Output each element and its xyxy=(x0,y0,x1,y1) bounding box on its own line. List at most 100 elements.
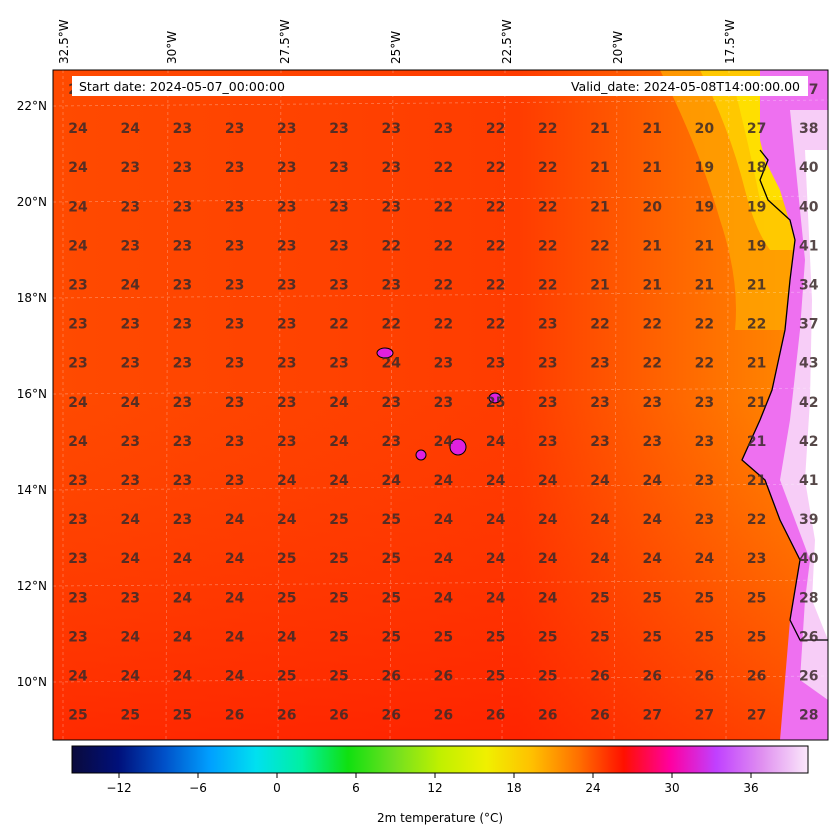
lon-label: 17.5°W xyxy=(723,19,737,64)
temperature-value: 24 xyxy=(434,590,454,606)
temperature-value: 23 xyxy=(173,512,192,528)
colorbar-title: 2m temperature (°C) xyxy=(377,811,503,825)
temperature-value: 22 xyxy=(434,160,453,176)
colorbar-tick-label: −6 xyxy=(189,781,207,795)
temperature-value: 25 xyxy=(381,590,400,606)
temperature-value: 23 xyxy=(329,199,348,215)
temperature-value: 24 xyxy=(173,551,193,567)
temperature-value: 21 xyxy=(747,278,766,294)
latitude-labels: 22°N 20°N 18°N 16°N 14°N 12°N 10°N xyxy=(17,99,47,689)
lat-label: 10°N xyxy=(17,675,47,689)
temperature-value: 23 xyxy=(642,434,661,450)
temperature-value: 23 xyxy=(590,395,609,411)
temperature-value: 22 xyxy=(695,317,714,333)
temperature-value: 25 xyxy=(329,512,348,528)
temperature-value: 24 xyxy=(68,160,88,176)
temperature-value: 23 xyxy=(590,434,609,450)
temperature-value: 39 xyxy=(799,512,818,528)
temperature-value: 40 xyxy=(799,551,819,567)
temperature-value: 37 xyxy=(799,317,818,333)
temperature-value: 24 xyxy=(590,512,610,528)
temperature-value: 23 xyxy=(173,317,192,333)
temperature-value: 26 xyxy=(747,669,766,685)
temperature-value: 25 xyxy=(329,590,348,606)
temperature-value: 23 xyxy=(277,395,296,411)
temperature-value: 23 xyxy=(277,434,296,450)
temperature-value: 21 xyxy=(642,238,661,254)
temperature-value: 43 xyxy=(799,356,818,372)
temperature-value: 25 xyxy=(68,708,87,724)
temperature-value: 24 xyxy=(120,121,140,137)
colorbar-frame xyxy=(71,745,809,774)
temperature-value: 22 xyxy=(486,199,505,215)
temperature-value: 20 xyxy=(695,121,715,137)
temperature-value: 25 xyxy=(329,551,348,567)
temperature-field: 24 24 23 23 23 23 23 23 22 22 22 21 20 23 37 24 24 23 23 23… xyxy=(53,70,828,740)
temperature-value: 22 xyxy=(486,121,505,137)
temperature-value: 24 xyxy=(381,356,401,372)
temperature-value: 23 xyxy=(173,160,192,176)
temperature-value: 23 xyxy=(642,395,661,411)
temperature-value: 24 xyxy=(538,512,558,528)
temperature-value: 25 xyxy=(747,629,766,645)
temperature-value: 23 xyxy=(120,160,139,176)
temperature-value: 23 xyxy=(120,238,139,254)
temperature-value: 23 xyxy=(381,199,400,215)
temperature-value: 23 xyxy=(68,356,87,372)
temperature-value: 21 xyxy=(642,278,661,294)
temperature-value: 24 xyxy=(486,434,506,450)
temperature-value: 21 xyxy=(695,278,714,294)
temperature-value: 21 xyxy=(590,278,609,294)
temperature-value: 24 xyxy=(173,629,193,645)
colorbar-tick-label: 18 xyxy=(506,781,521,795)
temperature-value: 24 xyxy=(120,512,140,528)
temperature-value: 24 xyxy=(642,512,662,528)
temperature-value: 24 xyxy=(225,590,245,606)
temperature-value: 22 xyxy=(695,356,714,372)
temperature-value: 21 xyxy=(642,160,661,176)
temperature-value: 23 xyxy=(277,199,296,215)
temperature-value: 25 xyxy=(381,629,400,645)
temperature-value: 23 xyxy=(173,434,192,450)
lon-label: 25°W xyxy=(389,31,403,64)
temperature-value: 23 xyxy=(329,356,348,372)
temperature-value: 24 xyxy=(277,629,297,645)
temperature-value: 24 xyxy=(486,512,506,528)
longitude-labels: 32.5°W 30°W 27.5°W 25°W 22.5°W 20°W 17.5… xyxy=(57,19,737,64)
temperature-value: 25 xyxy=(329,669,348,685)
temperature-value: 24 xyxy=(538,551,558,567)
temperature-value: 24 xyxy=(277,473,297,489)
temperature-value: 23 xyxy=(68,629,87,645)
temperature-value: 23 xyxy=(120,356,139,372)
temperature-value: 23 xyxy=(68,473,87,489)
temperature-value: 23 xyxy=(225,121,244,137)
temperature-value: 21 xyxy=(642,121,661,137)
temperature-value: 23 xyxy=(225,199,244,215)
temperature-value: 25 xyxy=(277,551,296,567)
temperature-value: 26 xyxy=(277,708,296,724)
temperature-value: 23 xyxy=(120,473,139,489)
temperature-value: 24 xyxy=(68,669,88,685)
lat-label: 16°N xyxy=(17,387,47,401)
temperature-value: 23 xyxy=(225,395,244,411)
temperature-value: 22 xyxy=(538,238,557,254)
temperature-value: 23 xyxy=(68,278,87,294)
temperature-value: 25 xyxy=(277,669,296,685)
temperature-value: 23 xyxy=(277,278,296,294)
temperature-value: 23 xyxy=(381,278,400,294)
colorbar: −12 −6 0 6 12 18 24 30 36 2m temperature (°C) xyxy=(71,745,809,825)
temperature-value: 23 xyxy=(225,434,244,450)
temperature-value: 23 xyxy=(381,121,400,137)
temperature-value: 24 xyxy=(434,512,454,528)
lat-label: 22°N xyxy=(17,99,47,113)
temperature-value: 25 xyxy=(590,629,609,645)
temperature-value: 23 xyxy=(381,434,400,450)
temperature-value: 23 xyxy=(173,199,192,215)
temperature-value: 23 xyxy=(277,121,296,137)
temperature-value: 19 xyxy=(747,238,766,254)
temperature-value: 22 xyxy=(642,317,661,333)
temperature-value: 23 xyxy=(329,278,348,294)
temperature-value: 19 xyxy=(695,199,714,215)
temperature-value: 38 xyxy=(799,121,818,137)
lon-label: 27.5°W xyxy=(278,19,292,64)
